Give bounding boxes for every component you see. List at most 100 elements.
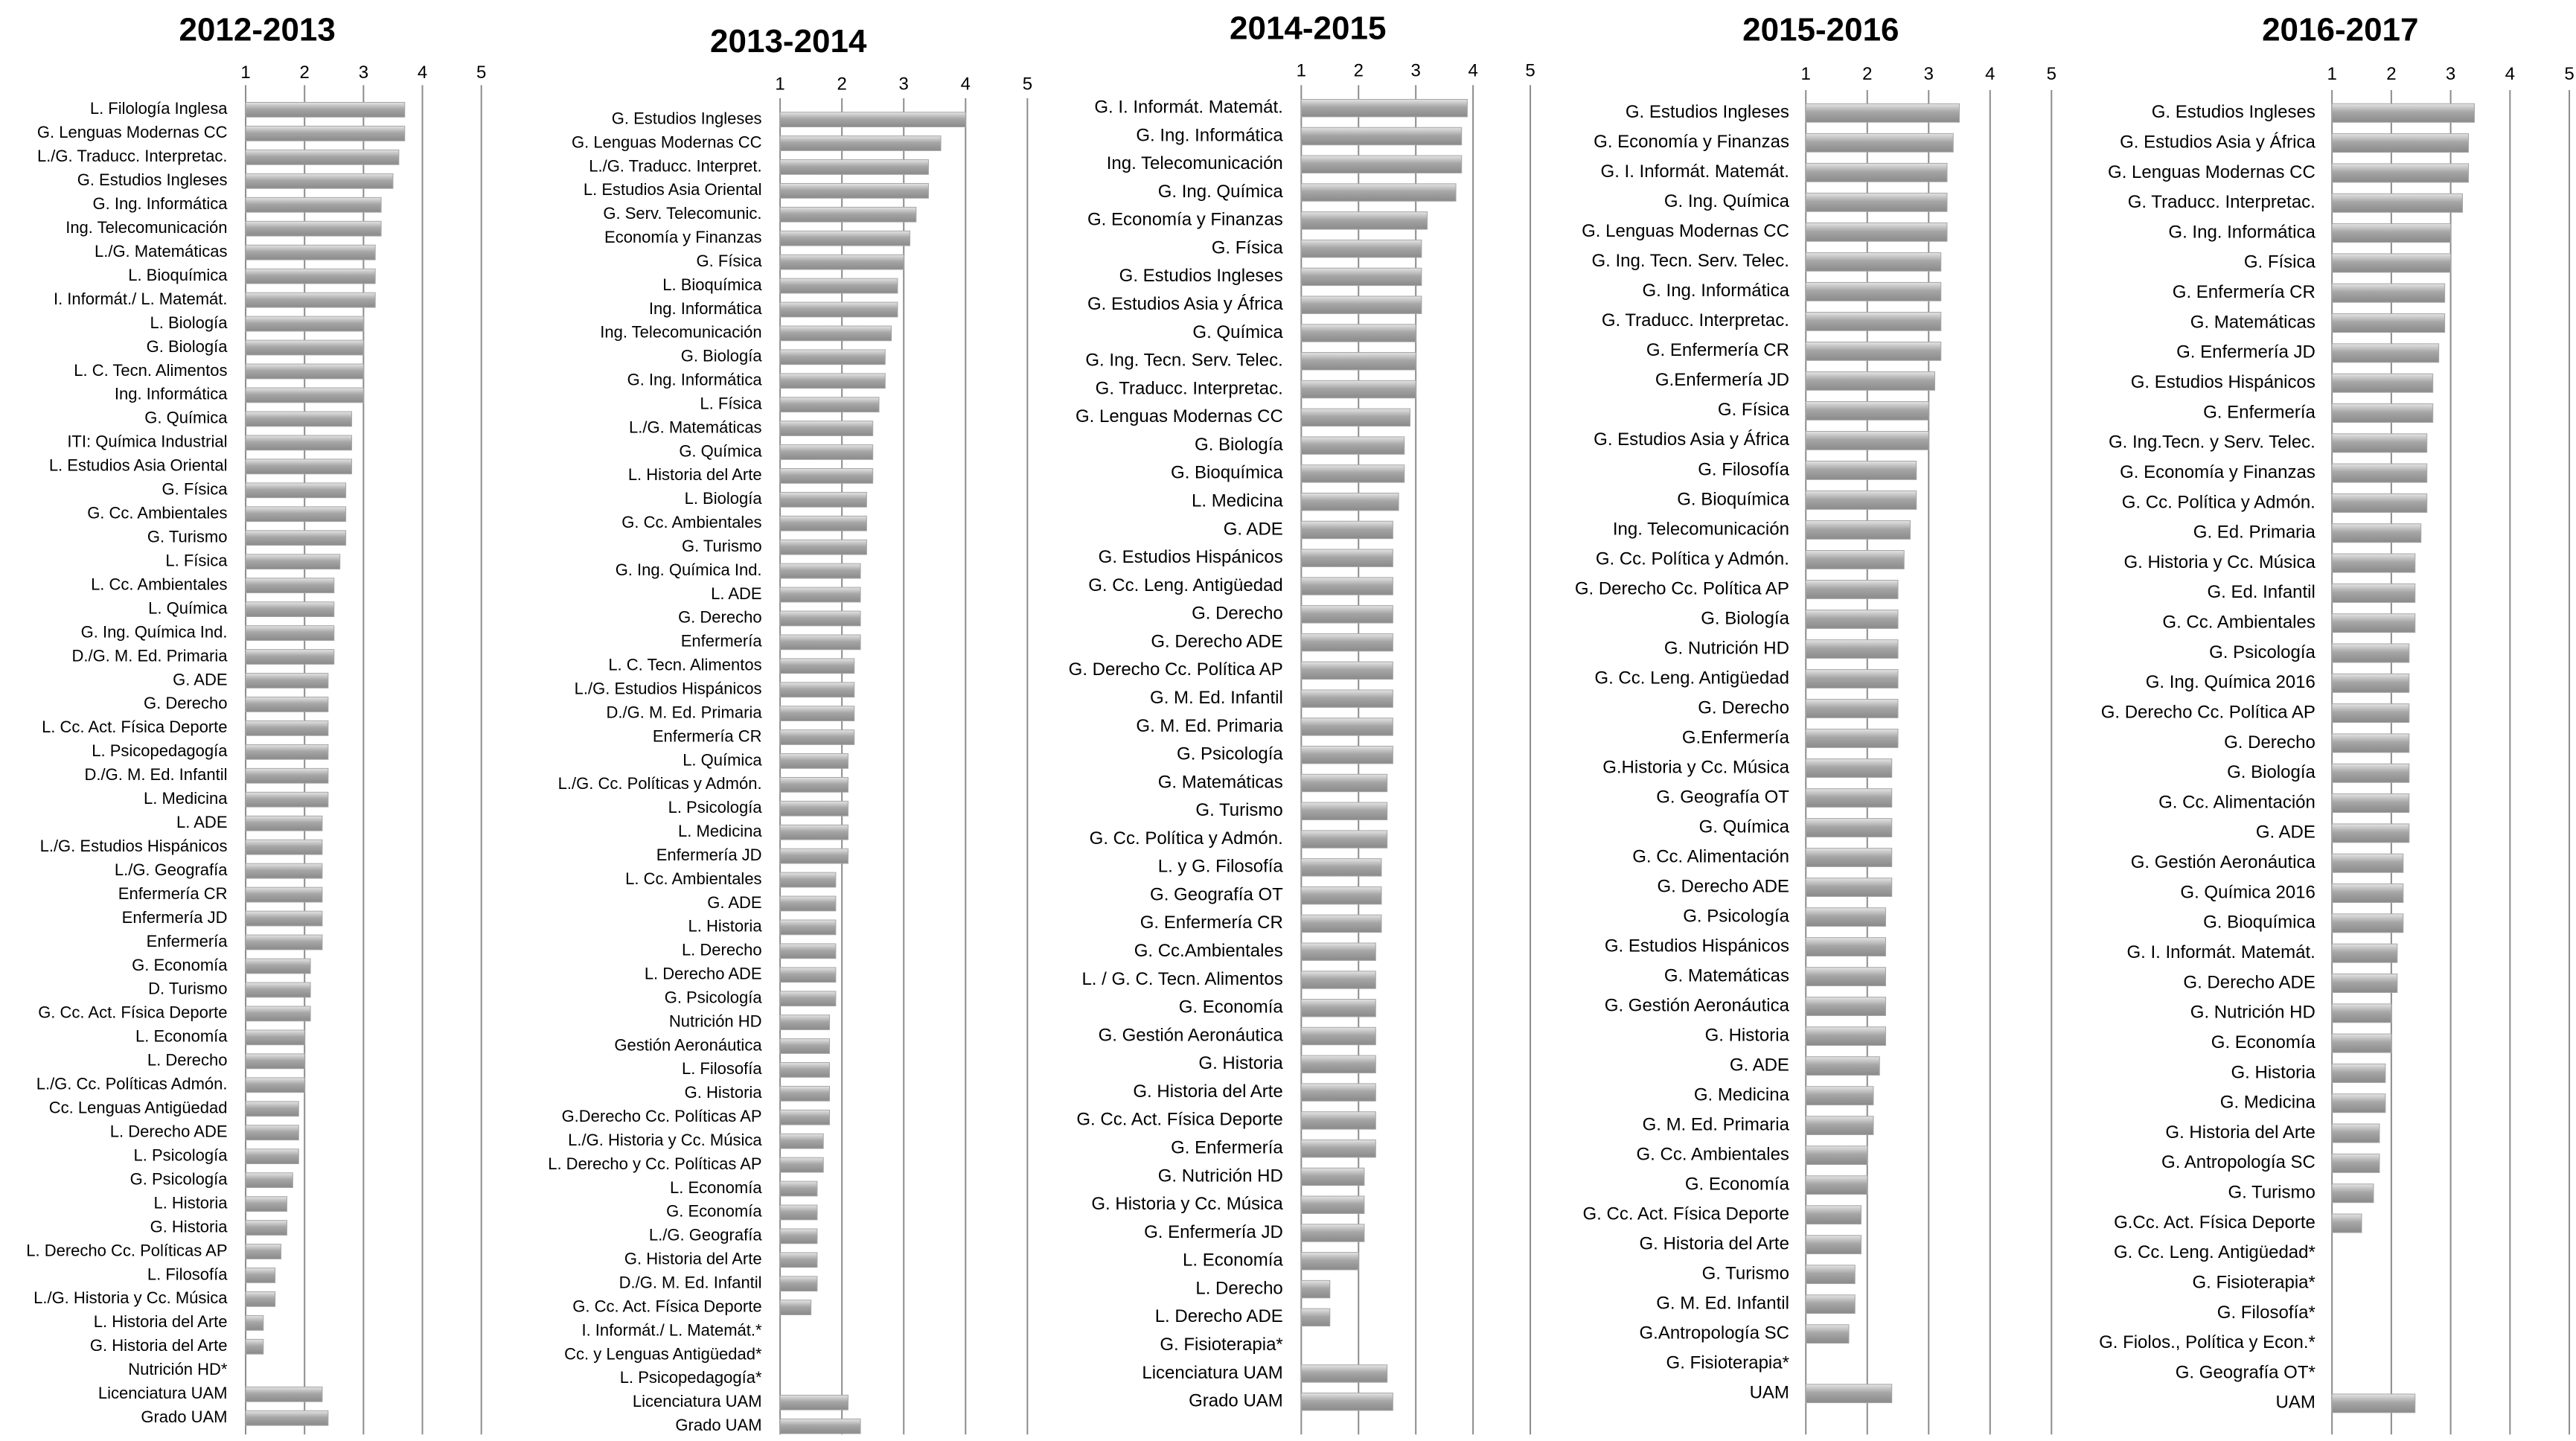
bar	[245, 1291, 276, 1307]
category-label: G. Nutrición HD	[2190, 1003, 2315, 1023]
category-label: L. Historia del Arte	[94, 1312, 228, 1331]
category-label: G. Cc. Leng. Antigüedad	[1594, 668, 1789, 688]
bar	[245, 934, 323, 950]
x-tick-label: 3	[2446, 64, 2455, 84]
bar	[1300, 127, 1463, 146]
bar	[1805, 1146, 1868, 1166]
x-tick-label: 5	[1023, 74, 1032, 94]
category-label: L. Medicina	[144, 789, 228, 808]
category-label: L. Derecho	[1195, 1278, 1282, 1298]
category-label: D. Turismo	[148, 980, 227, 998]
bar	[1300, 633, 1393, 652]
bar	[1805, 550, 1905, 569]
bar	[1300, 324, 1416, 342]
x-tick-label: 3	[1411, 61, 1421, 81]
x-tick-label: 4	[1985, 64, 1995, 84]
category-label: Enfermería	[681, 632, 763, 651]
bar	[779, 1252, 818, 1268]
x-tick-label: 2	[1862, 64, 1872, 84]
bar	[2331, 613, 2416, 633]
bar	[779, 1062, 831, 1078]
x-tick-label: 1	[1297, 61, 1306, 81]
category-label: L./G. Traducc. Interpret.	[589, 156, 761, 175]
bar	[1805, 1086, 1874, 1106]
bar	[1300, 1279, 1331, 1299]
bar	[245, 125, 406, 141]
bar	[1805, 848, 1893, 867]
category-label: L. Derecho ADE	[1155, 1306, 1283, 1326]
bar	[245, 744, 329, 760]
category-label: L. C. Tecn. Alimentos	[608, 656, 761, 674]
bar	[779, 325, 892, 342]
bar	[1300, 661, 1393, 680]
category-label: G. Filosofía*	[2217, 1303, 2315, 1323]
bar	[779, 397, 880, 413]
bar	[779, 539, 867, 555]
category-label: G. Matemáticas	[1158, 772, 1283, 792]
x-tick-label: 4	[961, 74, 971, 94]
category-label: G. Cc. Leng. Antigüedad	[1088, 575, 1283, 595]
bar	[1805, 341, 1942, 361]
bar	[2331, 1213, 2362, 1233]
category-label: G. Derecho	[678, 608, 762, 627]
category-label: L. Historia	[153, 1193, 228, 1212]
category-label: G. Historia	[1198, 1053, 1283, 1073]
bar	[1805, 788, 1893, 808]
bar	[2331, 884, 2404, 904]
category-label: G. Ing. Química Ind.	[616, 560, 762, 579]
category-label: G. M. Ed. Primaria	[1136, 716, 1283, 736]
bar	[1300, 1224, 1365, 1242]
bar	[1805, 1384, 1893, 1404]
bar	[1300, 295, 1422, 314]
category-label: G. Geografía OT*	[2176, 1362, 2315, 1382]
category-label: D./G. M. Ed. Primaria	[71, 646, 228, 665]
category-label: G. Turismo	[1195, 800, 1282, 820]
bar	[245, 244, 376, 261]
bar	[245, 815, 323, 831]
bar	[2331, 1063, 2386, 1083]
category-label: I. Informát./ L. Matemát.*	[581, 1320, 762, 1339]
bar	[245, 625, 335, 641]
category-label: L. Filosofía	[147, 1265, 228, 1283]
bar	[1300, 886, 1382, 905]
bar	[779, 468, 874, 484]
x-tick-label: 4	[2505, 64, 2515, 84]
category-label: G. Enfermería CR	[1646, 340, 1789, 360]
category-label: G. Estudios Asia y África	[1594, 429, 1789, 450]
category-label: G. Enfermería	[1171, 1138, 1283, 1158]
bar	[779, 1228, 818, 1244]
bar	[2331, 433, 2428, 453]
category-label: G. Derecho	[1698, 697, 1789, 718]
category-label: L. Historia del Arte	[628, 465, 762, 484]
bar	[1300, 1364, 1388, 1383]
category-label: L. Derecho	[682, 941, 762, 959]
category-label: L. Física	[165, 551, 228, 569]
bar	[779, 254, 904, 270]
bar	[779, 1204, 818, 1221]
bar	[2331, 1093, 2386, 1114]
category-label: G. Cc. Política y Admón.	[1596, 549, 1789, 569]
category-label: G. Psicología	[1177, 744, 1283, 764]
category-label: G. ADE	[173, 670, 227, 688]
bar	[1805, 699, 1899, 718]
category-label: G. Economía y Finanzas	[1087, 210, 1283, 230]
category-label: G. Psicología	[1683, 906, 1789, 926]
category-label: G. Física	[697, 252, 763, 270]
bar	[1805, 580, 1899, 599]
bar	[245, 1338, 264, 1355]
category-label: G. Psicología	[2209, 642, 2315, 662]
category-label: G. Ing. Informática	[93, 194, 228, 213]
category-label: G. Ed. Infantil	[2207, 582, 2315, 602]
bar	[245, 1172, 293, 1189]
bar	[2331, 133, 2470, 153]
category-label: G. Historia	[150, 1217, 228, 1236]
category-label: G. Derecho	[2224, 732, 2315, 753]
bar	[779, 682, 855, 698]
bar	[779, 848, 848, 864]
bar	[245, 530, 347, 546]
bar	[1300, 577, 1393, 595]
category-label: L. ADE	[711, 584, 761, 603]
category-label: G.Enfermería	[1682, 727, 1790, 747]
category-label: Ing. Telecomunicación	[600, 323, 761, 342]
bar	[779, 206, 917, 223]
